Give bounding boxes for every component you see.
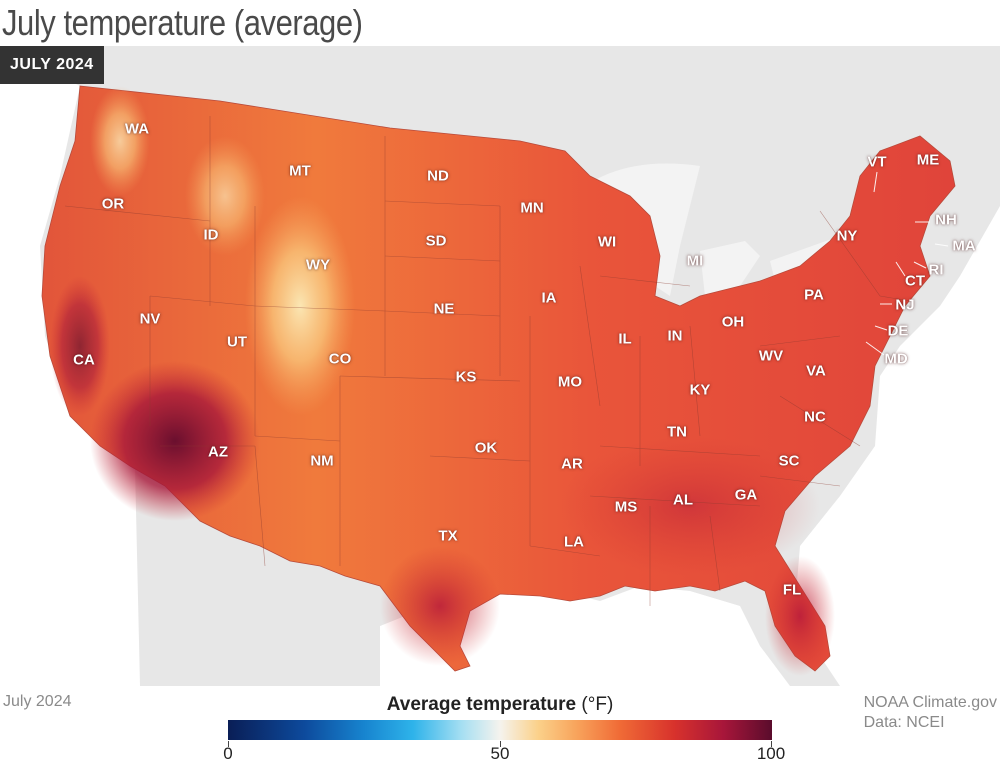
state-label-ky: KY [689, 381, 711, 399]
state-label-az: AZ [208, 443, 228, 461]
state-label-ma: MA [952, 237, 976, 255]
footer-source: NOAA Climate.gov Data: NCEI [864, 693, 997, 733]
state-label-tx: TX [438, 527, 458, 545]
state-label-mt: MT [289, 162, 311, 180]
state-label-nj: NJ [895, 296, 915, 314]
state-label-pa: PA [804, 286, 824, 304]
florida-hotspot [765, 556, 835, 676]
northern-rockies-cool-zone [185, 136, 265, 256]
state-label-md: MD [884, 350, 908, 368]
legend-unit: (°F) [581, 694, 614, 715]
state-label-oh: OH [721, 313, 745, 331]
state-label-nm: NM [310, 452, 334, 470]
state-label-nv: NV [139, 310, 161, 328]
state-label-ar: AR [561, 455, 583, 473]
great-lakes [585, 163, 855, 296]
state-label-in: IN [667, 327, 683, 345]
state-label-nh: NH [935, 211, 957, 229]
state-label-mo: MO [557, 373, 583, 391]
state-label-vt: VT [867, 153, 887, 171]
legend-tick-mid [500, 741, 501, 747]
state-label-de: DE [887, 322, 909, 340]
legend-tick-max [771, 741, 772, 747]
state-label-ok: OK [474, 439, 498, 457]
state-label-wi: WI [597, 233, 617, 251]
cascades-cool-zone [90, 86, 150, 196]
state-label-nd: ND [427, 167, 449, 185]
data-credit: Data: NCEI [863, 714, 945, 731]
central-valley-hotspot [50, 276, 110, 416]
state-label-mi: MI [686, 252, 704, 270]
state-label-id: ID [203, 226, 219, 244]
state-label-il: IL [618, 330, 632, 348]
state-label-ri: RI [928, 261, 944, 279]
rockies-cool-zone [245, 196, 355, 416]
desert-southwest-hotspot [90, 361, 260, 521]
state-label-ne: NE [433, 300, 455, 318]
temperature-map [0, 46, 1000, 686]
state-label-al: AL [673, 491, 693, 509]
southeast-warm-zone [560, 436, 820, 576]
state-label-wy: WY [305, 256, 331, 274]
legend-label-max: 100 [756, 744, 786, 763]
legend-label-mid: 50 [490, 744, 510, 763]
state-label-nc: NC [804, 408, 826, 426]
state-label-sc: SC [778, 452, 800, 470]
state-label-me: ME [916, 151, 940, 169]
map-title: July temperature (average) [2, 2, 363, 43]
period-badge: JULY 2024 [0, 46, 104, 84]
state-label-ct: CT [905, 272, 925, 290]
state-label-mn: MN [520, 199, 544, 217]
state-label-wa: WA [124, 120, 150, 138]
state-label-tn: TN [667, 423, 687, 441]
state-label-sd: SD [425, 232, 447, 250]
pacific-ocean [0, 46, 140, 686]
legend-title-text: Average temperature [386, 694, 577, 715]
state-label-wv: WV [758, 347, 784, 365]
legend-tick-min [228, 741, 229, 747]
state-label-va: VA [806, 362, 826, 380]
state-label-ut: UT [227, 333, 247, 351]
state-label-ia: IA [541, 289, 557, 307]
footer-period: July 2024 [3, 693, 72, 710]
map-canvas [0, 46, 1000, 686]
state-borders [64, 116, 911, 606]
state-label-ca: CA [73, 351, 95, 369]
state-label-ks: KS [455, 368, 477, 386]
state-label-la: LA [564, 533, 584, 551]
state-label-or: OR [101, 195, 125, 213]
legend-title: Average temperature (°F) [228, 694, 772, 716]
state-label-ga: GA [734, 486, 758, 504]
atlantic-ocean [795, 206, 1000, 686]
state-label-ms: MS [614, 498, 638, 516]
source-credit: NOAA Climate.gov [863, 694, 997, 711]
legend-color-bar [228, 720, 772, 740]
legend-label-min: 0 [223, 744, 233, 763]
state-label-ny: NY [836, 227, 858, 245]
state-label-co: CO [328, 350, 352, 368]
state-label-fl: FL [782, 581, 802, 599]
texas-hotspot [380, 546, 500, 666]
